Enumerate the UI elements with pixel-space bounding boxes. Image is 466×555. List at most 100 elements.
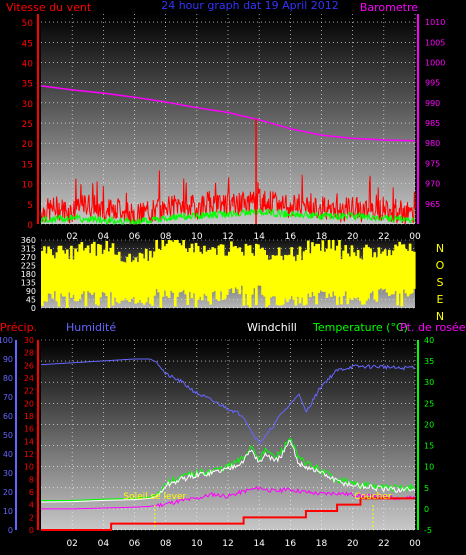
- direction-bar: [128, 253, 131, 303]
- direction-bar: [252, 255, 256, 289]
- compass-letter: O: [436, 259, 445, 272]
- direction-bar: [350, 245, 354, 300]
- direction-bar: [203, 245, 206, 294]
- tick-label: 1010: [425, 18, 445, 27]
- plot-area-temperature: [41, 340, 415, 530]
- tick-label: 02: [66, 232, 77, 242]
- compass-letter: N: [436, 242, 444, 255]
- direction-bar: [124, 262, 127, 299]
- tick-label: 24: [24, 374, 34, 383]
- direction-bar: [180, 245, 183, 292]
- direction-bar: [286, 255, 289, 303]
- direction-bar: [167, 240, 171, 298]
- direction-bar: [408, 243, 412, 295]
- precip-label: Précip.: [0, 321, 37, 334]
- tick-label: 2: [29, 513, 34, 522]
- direction-bar: [95, 255, 98, 305]
- direction-bar: [63, 253, 67, 297]
- direction-bar: [215, 254, 219, 300]
- direction-bar: [331, 240, 335, 292]
- direction-bar: [244, 243, 248, 294]
- direction-bar: [151, 257, 154, 306]
- direction-bar: [132, 260, 136, 298]
- tick-label: 1005: [425, 38, 445, 47]
- direction-bar: [309, 253, 312, 298]
- tick-label: 18: [316, 539, 328, 549]
- direction-bar: [101, 253, 104, 292]
- direction-bar: [275, 255, 279, 305]
- tick-label: 20: [3, 488, 13, 497]
- direction-bar: [72, 259, 75, 295]
- direction-bar: [236, 248, 239, 290]
- tick-label: 180: [21, 270, 36, 279]
- tick-label: 30: [24, 336, 34, 345]
- direction-bar: [45, 253, 48, 302]
- sun-annotations: Soleil se lever Coucher: [123, 492, 392, 530]
- direction-bar: [122, 261, 125, 301]
- x-axis-temperature: 02 04 06 08 10 12 14 16 18 20 22 00: [66, 539, 421, 549]
- tick-label: 965: [425, 200, 440, 209]
- direction-bar: [153, 251, 156, 296]
- tick-label: 16: [24, 425, 34, 434]
- tick-label: 90: [3, 355, 13, 364]
- tick-label: 25: [22, 120, 33, 130]
- direction-bar: [248, 245, 252, 308]
- tick-label: 0: [8, 526, 13, 535]
- direction-bar: [55, 252, 59, 302]
- dewpoint-label: Pt. de rosée: [400, 321, 466, 334]
- direction-bar: [136, 262, 140, 303]
- tick-label: 14: [24, 437, 34, 446]
- tick-label: 28: [24, 349, 34, 358]
- direction-bar: [398, 241, 402, 294]
- direction-bar: [65, 249, 69, 308]
- direction-bar: [190, 243, 194, 299]
- direction-bar: [219, 244, 223, 292]
- direction-bar: [298, 246, 302, 304]
- direction-bar: [49, 249, 52, 294]
- series-line-humidity: [40, 358, 416, 445]
- tick-label: 50: [22, 19, 34, 29]
- direction-bar: [200, 253, 204, 301]
- direction-bar: [242, 255, 246, 306]
- direction-bar: [238, 247, 242, 295]
- direction-bar: [255, 243, 258, 306]
- tick-label: 995: [425, 79, 440, 88]
- direction-bar: [346, 253, 350, 305]
- direction-bar: [396, 246, 399, 306]
- direction-bar: [90, 243, 94, 295]
- direction-bar: [363, 247, 366, 305]
- direction-bar: [402, 244, 406, 290]
- direction-bar: [277, 247, 281, 306]
- direction-bar: [134, 257, 138, 304]
- sun-annotation-label: Coucher: [354, 492, 392, 502]
- tick-label: 0: [27, 221, 33, 231]
- tick-label: 990: [425, 99, 440, 108]
- tick-label: 90: [26, 287, 36, 296]
- tick-label: 40: [22, 59, 34, 69]
- tick-label: 14: [253, 232, 265, 242]
- direction-bar: [358, 258, 362, 301]
- direction-bar: [327, 240, 331, 294]
- direction-bar: [406, 250, 410, 297]
- tick-label: 22: [378, 539, 389, 549]
- tick-label: 10: [24, 463, 34, 472]
- series-direction: [41, 240, 416, 308]
- tick-label: 980: [425, 139, 440, 148]
- direction-bar: [294, 261, 298, 306]
- direction-bar: [184, 248, 188, 295]
- direction-bar: [290, 247, 294, 297]
- direction-bar: [178, 243, 181, 293]
- tick-label: 40: [424, 336, 434, 345]
- direction-bar: [111, 243, 115, 306]
- tick-label: 30: [22, 100, 34, 110]
- direction-bar: [76, 251, 79, 302]
- direction-bar: [348, 256, 352, 299]
- grid-wind: [41, 14, 416, 225]
- direction-bar: [240, 251, 244, 286]
- direction-bar: [234, 245, 237, 288]
- tick-label: 20: [24, 399, 34, 408]
- direction-bar: [68, 258, 71, 293]
- direction-bar: [82, 250, 86, 292]
